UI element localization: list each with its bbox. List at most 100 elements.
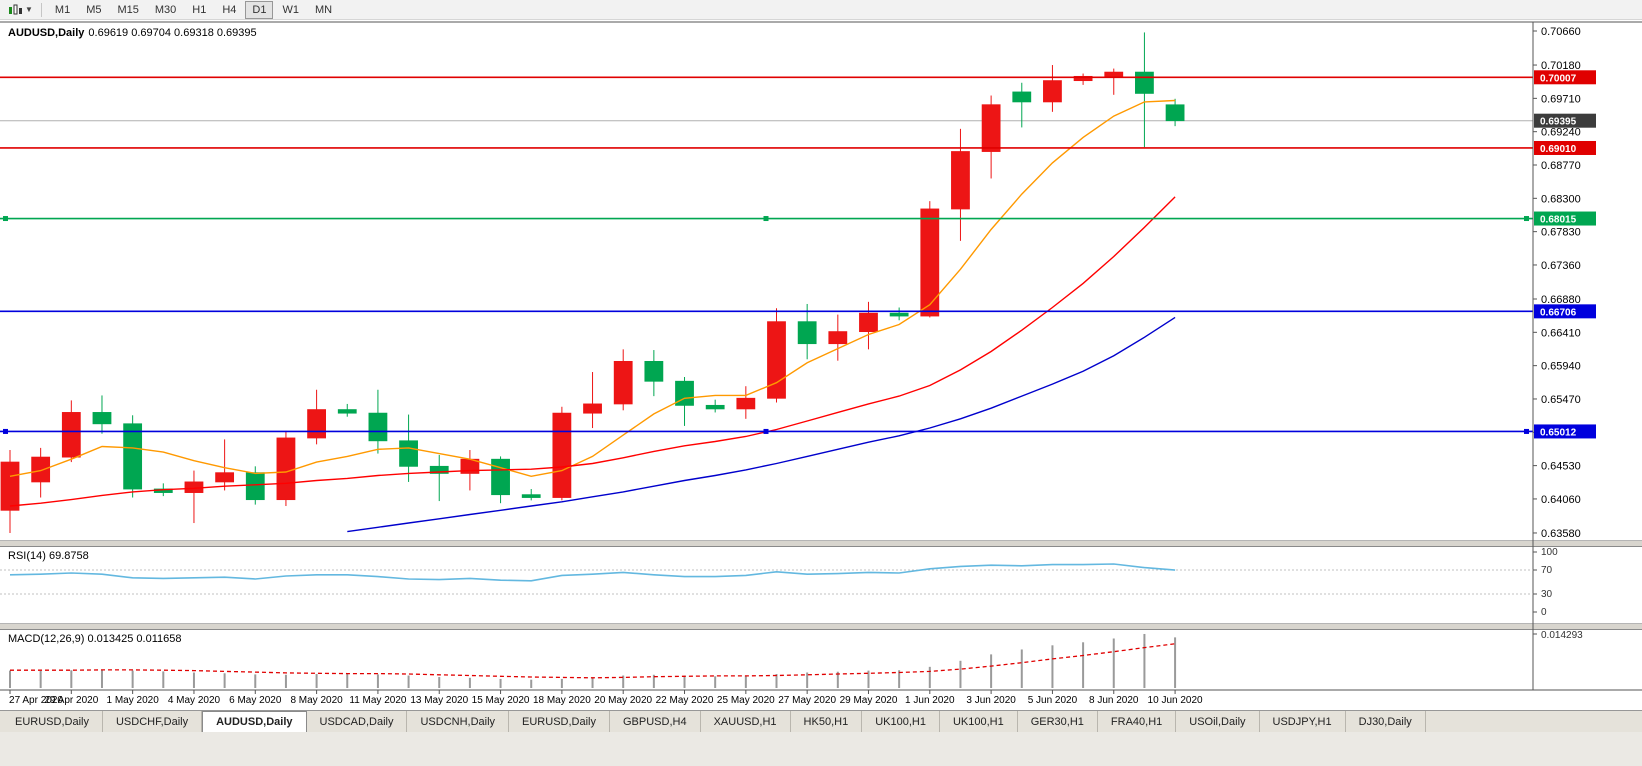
rsi-scale-label: 30 [1541, 589, 1553, 600]
timeframe-w1-button[interactable]: W1 [275, 1, 306, 19]
price-tick-label: 0.64530 [1541, 461, 1581, 473]
price-tick-label: 0.66880 [1541, 294, 1581, 306]
svg-text:0.69010: 0.69010 [1540, 144, 1577, 155]
hline-0.65012[interactable] [0, 428, 1533, 434]
date-label: 27 May 2020 [778, 695, 836, 706]
toolbar-separator [40, 2, 42, 17]
rsi-indicator-label: RSI(14) 69.8758 [8, 550, 89, 562]
tab-eurusd-daily[interactable]: EURUSD,Daily [2, 711, 103, 732]
tab-dj30-daily[interactable]: DJ30,Daily [1346, 711, 1426, 732]
candlestick-chart-icon [9, 4, 22, 14]
rsi-scale-label: 100 [1541, 547, 1558, 558]
ma-slow-line [347, 316, 1176, 533]
tab-uk100-h1[interactable]: UK100,H1 [862, 711, 940, 732]
date-label: 20 May 2020 [594, 695, 652, 706]
date-label: 27 Apr 2020 [9, 695, 63, 706]
price-axis[interactable]: 0.70660 0.70180 0.69710 0.69240 0.68770 0.683… [0, 21, 1642, 690]
tab-usdjpy-h1[interactable]: USDJPY,H1 [1260, 711, 1346, 732]
tab-audusd-daily[interactable]: AUDUSD,Daily [202, 711, 307, 732]
date-label: 5 Jun 2020 [1028, 695, 1078, 706]
date-label: 1 Jun 2020 [905, 695, 955, 706]
price-tick-label: 0.65470 [1541, 394, 1581, 406]
price-badge-0.68015: 0.68015 [1534, 211, 1596, 226]
date-label: 6 May 2020 [229, 695, 282, 706]
line-handle[interactable] [3, 216, 8, 222]
macd-indicator-label: MACD(12,26,9) 0.013425 0.011658 [8, 633, 182, 645]
price-tick-label: 0.69710 [1541, 93, 1581, 105]
tab-uk100-h1[interactable]: UK100,H1 [940, 711, 1018, 732]
timeframe-m5-button[interactable]: M5 [79, 1, 108, 19]
chart-title: AUDUSD,Daily 0.69619 0.69704 0.69318 0.69… [8, 27, 257, 39]
price-badge-0.70007: 0.70007 [1534, 70, 1596, 85]
hline-0.68015[interactable] [0, 216, 1533, 222]
price-badge-0.66706: 0.66706 [1534, 304, 1596, 319]
date-label: 25 May 2020 [717, 695, 775, 706]
ma-fast-line [9, 99, 1176, 478]
macd-signal-line [10, 643, 1176, 679]
price-tick-label: 0.70660 [1541, 26, 1581, 38]
price-tick-label: 0.67830 [1541, 227, 1581, 239]
line-handle[interactable] [1524, 216, 1529, 222]
timeframe-d1-button[interactable]: D1 [245, 0, 274, 19]
chart-symbol: AUDUSD,Daily [8, 27, 85, 39]
tab-usdcad-daily[interactable]: USDCAD,Daily [307, 711, 408, 732]
svg-text:0.70007: 0.70007 [1540, 73, 1577, 84]
timeframe-m30-button[interactable]: M30 [148, 1, 183, 19]
price-tick-label: 0.65940 [1541, 361, 1581, 373]
date-label: 8 Jun 2020 [1089, 695, 1139, 706]
tab-usdcnh-daily[interactable]: USDCNH,Daily [407, 711, 510, 732]
date-label: 4 May 2020 [168, 695, 221, 706]
date-label: 29 May 2020 [840, 695, 898, 706]
timeframe-m1-button[interactable]: M1 [48, 1, 77, 19]
timeframe-h1-button[interactable]: H1 [185, 1, 213, 19]
tab-fra40-h1[interactable]: FRA40,H1 [1098, 711, 1177, 732]
price-tick-label: 0.67360 [1541, 260, 1581, 272]
candlestick-series [0, 32, 1185, 533]
price-tick-label: 0.68770 [1541, 160, 1581, 172]
timeframe-buttons: M1 M5 M15 M30 H1 H4 D1 W1 MN [47, 0, 340, 19]
date-label: 11 May 2020 [349, 695, 407, 706]
price-tick-label: 0.66410 [1541, 327, 1581, 339]
date-label: 10 Jun 2020 [1148, 695, 1203, 706]
line-handle[interactable] [3, 428, 8, 434]
rsi-scale-label: 0 [1541, 607, 1547, 618]
svg-text:0.68015: 0.68015 [1540, 215, 1577, 226]
status-strip [0, 732, 1642, 766]
svg-text:0.66706: 0.66706 [1540, 307, 1577, 318]
timeframe-m15-button[interactable]: M15 [110, 1, 145, 19]
rsi-panel: 100 70 30 0 [0, 547, 1558, 618]
date-label: 13 May 2020 [410, 695, 468, 706]
chart-type-button[interactable]: ▼ [4, 2, 36, 18]
tab-eurusd-daily[interactable]: EURUSD,Daily [509, 711, 610, 732]
line-handle[interactable] [763, 428, 769, 434]
macd-scale-label: 0.014293 [1541, 630, 1583, 641]
line-handle[interactable] [763, 216, 769, 222]
timeframe-h4-button[interactable]: H4 [215, 1, 243, 19]
date-label: 15 May 2020 [472, 695, 530, 706]
chevron-down-icon: ▼ [25, 4, 33, 14]
price-badge-0.69010: 0.69010 [1534, 140, 1596, 155]
date-label: 29 Apr 2020 [44, 695, 98, 706]
price-tick-label: 0.68300 [1541, 193, 1581, 205]
price-tick-label: 0.69240 [1541, 127, 1581, 139]
chart-canvas[interactable]: 0.70660 0.70180 0.69710 0.69240 0.68770 0.683… [0, 20, 1642, 710]
macd-panel: 0.014293 [9, 630, 1583, 688]
tab-hk50-h1[interactable]: HK50,H1 [791, 711, 863, 732]
line-handle[interactable] [1524, 428, 1529, 434]
chart-window[interactable]: 0.70660 0.70180 0.69710 0.69240 0.68770 0.683… [0, 20, 1642, 710]
tab-gbpusd-h4[interactable]: GBPUSD,H4 [610, 711, 701, 732]
price-tick-label: 0.63580 [1541, 528, 1581, 540]
timeframe-mn-button[interactable]: MN [308, 1, 339, 19]
rsi-line [9, 563, 1176, 582]
tab-usoil-daily[interactable]: USOil,Daily [1176, 711, 1260, 732]
date-label: 3 Jun 2020 [966, 695, 1016, 706]
tab-usdchf-daily[interactable]: USDCHF,Daily [103, 711, 203, 732]
tab-ger30-h1[interactable]: GER30,H1 [1018, 711, 1098, 732]
price-tick-label: 0.64060 [1541, 494, 1581, 506]
tab-xauusd-h1[interactable]: XAUUSD,H1 [701, 711, 791, 732]
date-label: 18 May 2020 [533, 695, 591, 706]
date-label: 1 May 2020 [107, 695, 160, 706]
date-label: 22 May 2020 [656, 695, 714, 706]
